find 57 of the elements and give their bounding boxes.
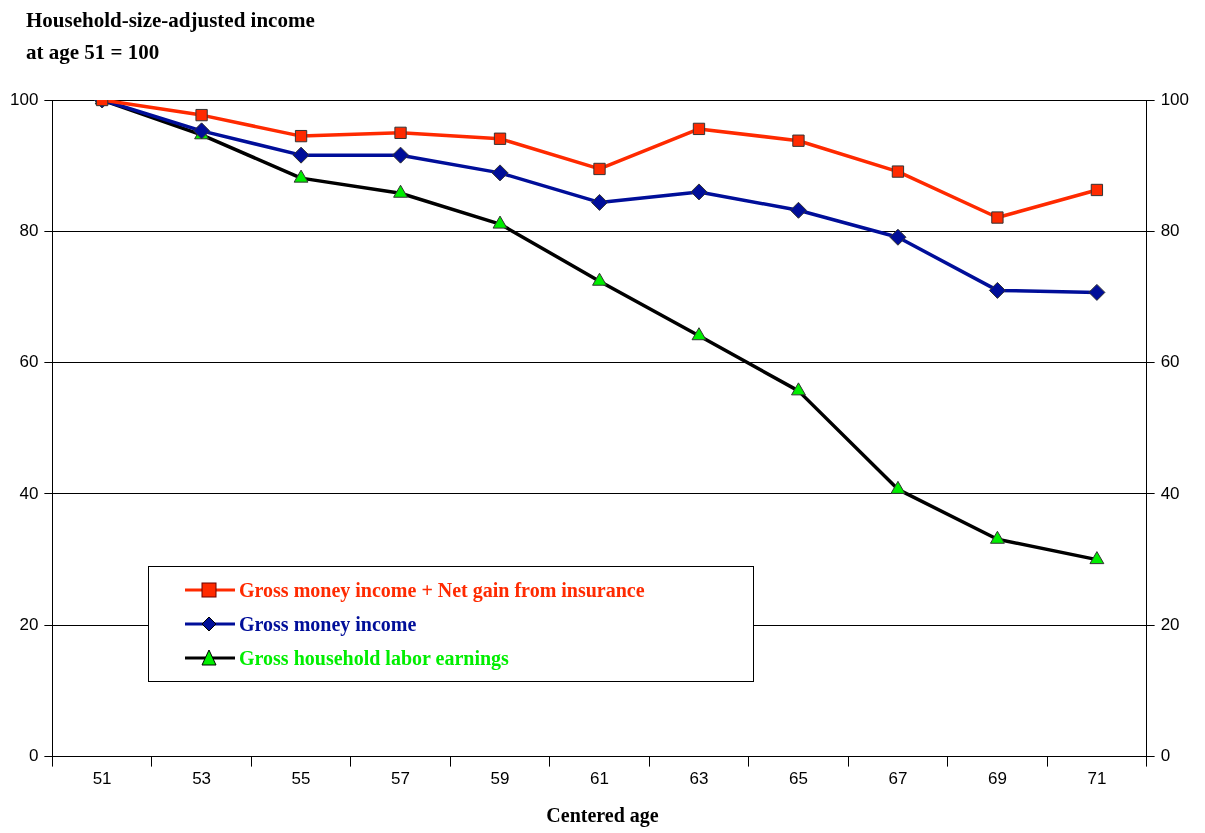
y-axis-title: Household-size-adjusted income at age 51 = 100 [26,7,315,66]
point [991,211,1004,224]
point [691,327,707,341]
point [292,146,310,164]
point [889,228,907,246]
legend-label: Gross money income [239,612,417,636]
point [493,132,507,145]
point [492,215,508,229]
x-tick-label: 67 [888,769,908,789]
point [592,272,607,286]
x-tick-label: 69 [987,769,1007,789]
point [690,183,708,201]
point [792,134,805,147]
point [890,480,906,494]
x-tick-label: 57 [391,769,410,789]
x-tick-label: 61 [590,769,609,789]
point [193,122,211,140]
y2-tick-label: 80 [1160,221,1180,241]
y-tick-label: 60 [19,352,39,372]
y2-tick-label: 40 [1160,483,1180,503]
point [791,382,806,396]
y2-tick-label: 0 [1160,746,1171,766]
x-tick-label: 59 [490,769,510,789]
x-axis-title: Centered age [545,804,660,827]
y-tick-label: 100 [9,89,39,109]
x-tick-label: 63 [689,769,709,789]
x-tick-label: 71 [1087,769,1107,789]
x-tick-label: 53 [192,769,212,789]
x-tick-label: 65 [789,769,808,789]
point [294,129,308,143]
y2-tick-label: 20 [1160,614,1180,634]
point [392,146,410,164]
point [393,184,408,198]
legend-label: Gross money income + Net gain from insurance [239,578,645,602]
y2-tick-label: 60 [1160,352,1180,372]
point [789,201,807,219]
point [593,162,606,176]
point [591,193,608,211]
x-tick-label: 55 [291,769,311,789]
y-tick-label: 0 [28,746,39,766]
point [1088,283,1106,301]
point [195,108,208,122]
point [692,122,706,136]
legend-label: Gross household labor earnings [239,646,509,670]
x-tick-label: 51 [92,769,112,789]
point [394,126,407,139]
y-tick-label: 40 [19,483,39,503]
y2-tick-label: 100 [1160,89,1190,109]
point [891,165,905,178]
y-tick-label: 20 [19,614,39,634]
point [988,281,1006,299]
point [1090,183,1104,197]
point [1089,551,1105,565]
point [989,530,1005,544]
point [293,169,309,183]
point [491,164,509,182]
y-tick-label: 80 [19,221,39,241]
